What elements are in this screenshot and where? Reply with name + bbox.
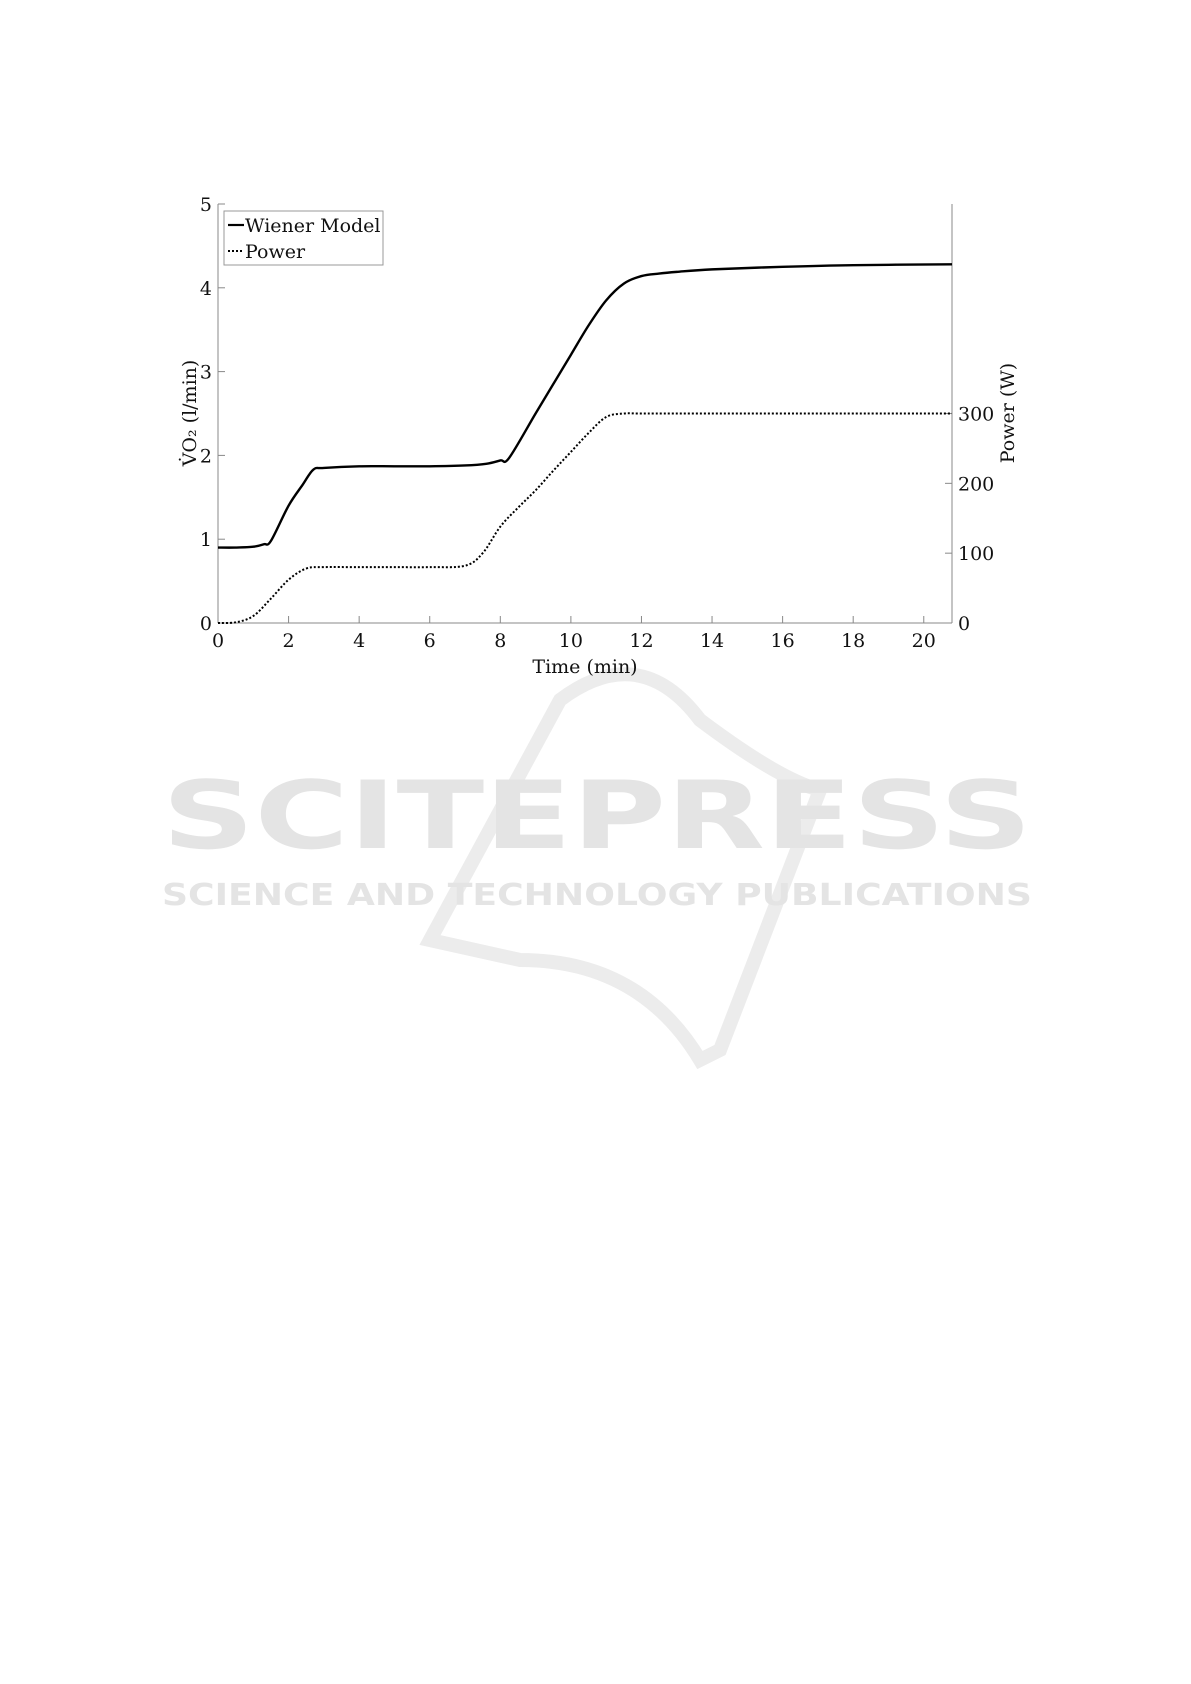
- y-tick-label: 3: [200, 362, 212, 384]
- y-tick-label: 0: [200, 613, 212, 635]
- legend-label-power: Power: [245, 241, 306, 263]
- x-axis-label: Time (min): [532, 656, 637, 678]
- y-tick-label: 2: [200, 445, 212, 467]
- x-tick-label: 20: [912, 630, 936, 652]
- watermark-logo: SCITEPRESS SCIENCE AND TECHNOLOGY PUBLIC…: [162, 667, 1032, 1070]
- series-line-power: [217, 412, 952, 625]
- series-line-wiener-model: [217, 263, 953, 549]
- y-right-tick-label: 300: [958, 404, 994, 426]
- y-right-tick-label: 100: [958, 543, 994, 565]
- x-tick-label: 16: [771, 630, 795, 652]
- x-tick-label: 4: [353, 630, 365, 652]
- y-tick-label: 5: [200, 194, 212, 216]
- legend: Wiener Model Power: [223, 210, 384, 266]
- y-right-tick-label: 200: [958, 473, 994, 495]
- x-tick-label: 10: [559, 630, 583, 652]
- watermark-swoosh: [419, 667, 830, 1070]
- y-tick-label: 1: [200, 529, 212, 551]
- y-right-tick-label: 0: [958, 613, 970, 635]
- legend-label-wiener: Wiener Model: [245, 215, 381, 237]
- watermark-line1: SCITEPRESS: [162, 762, 1032, 871]
- watermark-line2: SCIENCE AND TECHNOLOGY PUBLICATIONS: [162, 878, 1032, 913]
- x-tick-label: 12: [629, 630, 653, 652]
- x-tick-label: 2: [283, 630, 295, 652]
- legend-box: [223, 210, 384, 266]
- x-tick-label: 8: [494, 630, 506, 652]
- y-axis-right-label: Power (W): [997, 363, 1019, 463]
- x-tick-label: 6: [424, 630, 436, 652]
- y-tick-label: 4: [200, 278, 212, 300]
- x-tick-label: 14: [700, 630, 724, 652]
- x-tick-label: 0: [212, 630, 224, 652]
- x-tick-label: 18: [841, 630, 865, 652]
- series-group: [217, 263, 953, 625]
- y-axis-label: V̇O₂ (l/min): [179, 360, 201, 468]
